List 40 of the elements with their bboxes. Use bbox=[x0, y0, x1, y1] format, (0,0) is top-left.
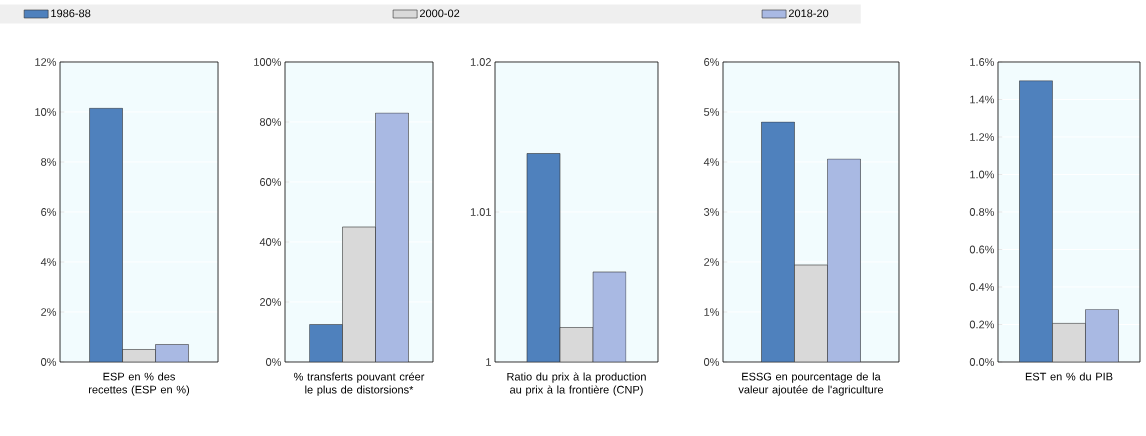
y-tick-label: 2% bbox=[41, 308, 57, 316]
y-tick-label: 2% bbox=[704, 258, 720, 266]
y-tick-label: 0.6% bbox=[969, 245, 995, 254]
y-tick-label: 10% bbox=[35, 108, 57, 116]
y-tick-label: 8% bbox=[41, 158, 57, 166]
y-tick-label: 4% bbox=[703, 158, 720, 166]
x-axis-title: EST en % du PIB bbox=[1025, 372, 1113, 381]
y-tick-label: 3% bbox=[704, 208, 720, 216]
x-axis-title: Ratio du prix à la production au prix à la frontière (CNP) bbox=[507, 372, 646, 396]
y-tick-label: 6% bbox=[41, 208, 57, 216]
y-tick-label: 1.4% bbox=[970, 95, 995, 104]
y-tick-label: 5% bbox=[704, 108, 720, 116]
y-tick-label: 1.01 bbox=[470, 208, 491, 216]
x-axis-title: % transferts pouvant créer le plus de distorsions* bbox=[293, 372, 425, 396]
x-axis-title: ESP en % des recettes (ESP en %) bbox=[89, 372, 190, 396]
y-tick-label: 1.6% bbox=[970, 58, 995, 66]
y-tick-label: 0.2% bbox=[969, 320, 995, 329]
y-tick-label: 60% bbox=[260, 178, 282, 186]
y-tick-label: 20% bbox=[260, 298, 282, 306]
y-tick-label: 1% bbox=[704, 308, 720, 316]
legend-label: 2000-02 bbox=[419, 9, 460, 18]
y-tick-label: 100% bbox=[254, 58, 282, 66]
x-axis-title: ESSG en pourcentage de la valeur ajoutée de l'agriculture bbox=[738, 372, 884, 396]
y-tick-label: 0.4% bbox=[969, 283, 995, 291]
legend-label: 2018-20 bbox=[788, 9, 829, 18]
y-tick-label: 6% bbox=[704, 58, 720, 66]
legend-label: 1986-88 bbox=[51, 9, 91, 18]
y-tick-label: 4% bbox=[40, 258, 57, 266]
y-tick-label: 1 bbox=[486, 358, 491, 366]
y-tick-label: 80% bbox=[259, 118, 282, 126]
y-tick-label: 0% bbox=[266, 358, 282, 366]
y-tick-label: 0% bbox=[41, 358, 57, 366]
y-tick-label: 0% bbox=[704, 358, 720, 366]
y-tick-label: 1.0% bbox=[970, 170, 995, 179]
y-tick-label: 1.2% bbox=[970, 133, 995, 141]
y-tick-label: 1.02 bbox=[470, 58, 491, 66]
y-tick-label: 40% bbox=[259, 238, 282, 246]
y-tick-label: 0.8% bbox=[969, 208, 995, 216]
y-tick-label: 0.0% bbox=[969, 358, 995, 366]
y-tick-label: 12% bbox=[35, 58, 57, 66]
